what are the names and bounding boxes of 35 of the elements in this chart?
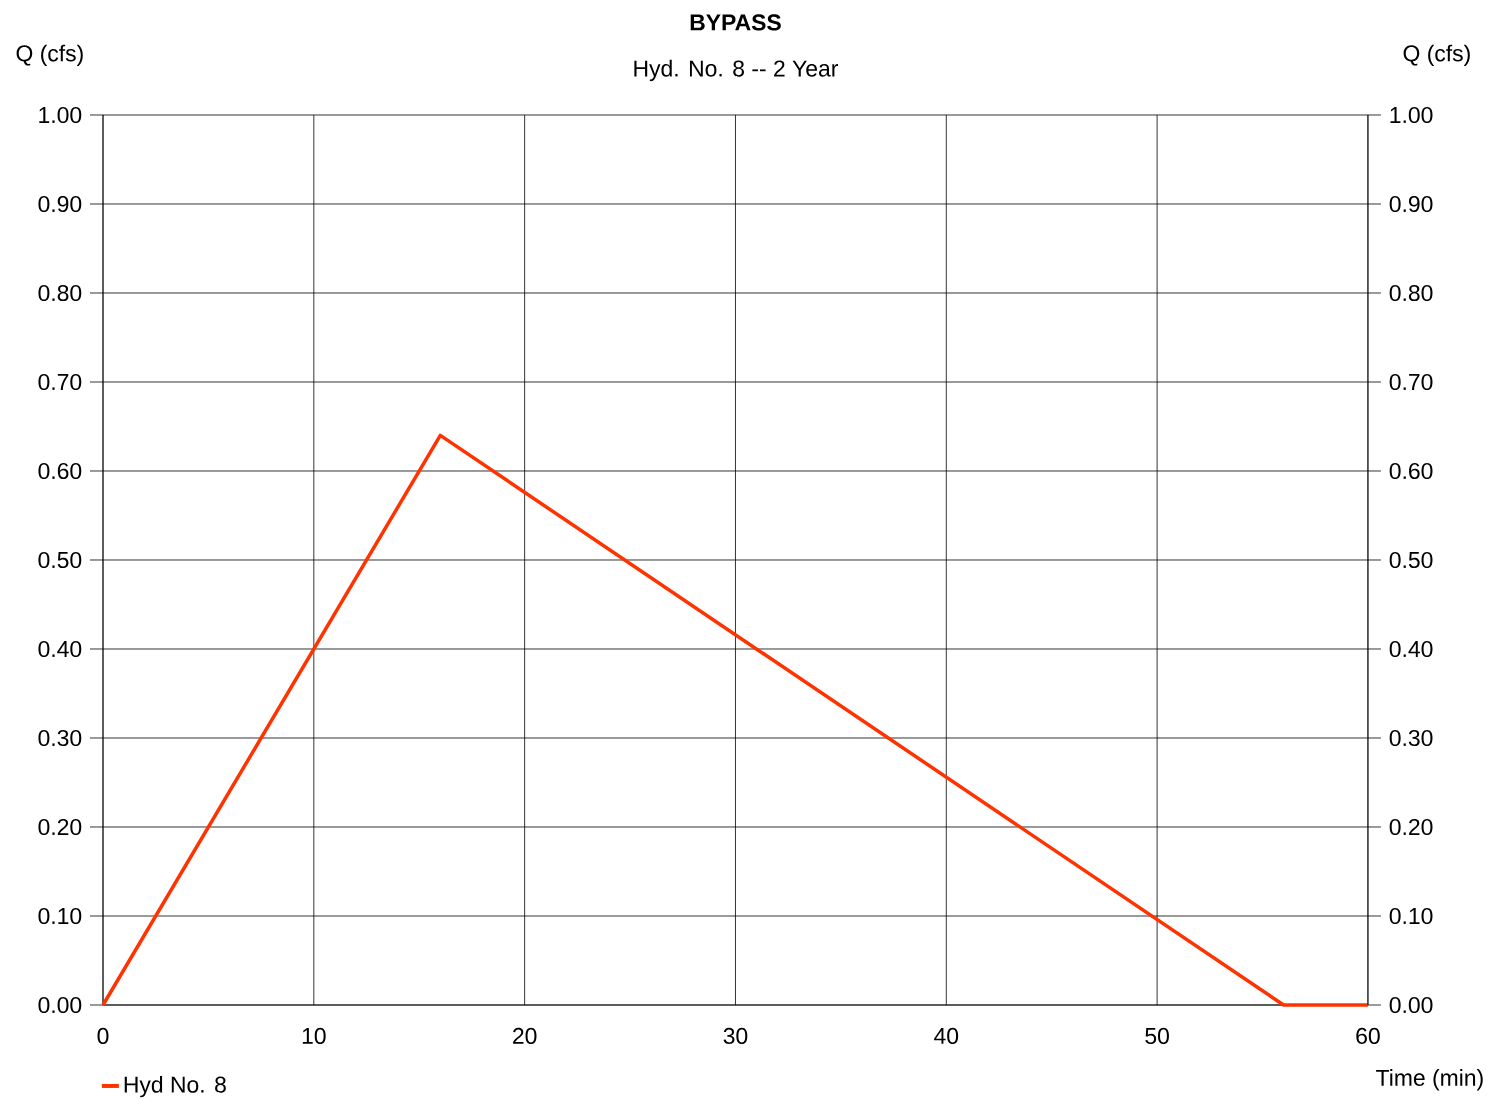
y-tick-label: 0.40 (38, 640, 82, 658)
y-tick-label: 0.50 (38, 551, 82, 569)
y2-tick-label: 0.40 (1389, 640, 1433, 658)
x-tick-label: 20 (513, 1027, 537, 1045)
x-tick-label: 30 (723, 1027, 748, 1045)
y-tick-label: 0.70 (38, 373, 82, 391)
x-tick-label: 0 (97, 1027, 109, 1045)
x-tick-label: 10 (302, 1027, 326, 1045)
y2-tick-label: 0.50 (1389, 551, 1433, 569)
y2-tick-label: 0.80 (1389, 284, 1433, 302)
y-tick-label: 0.90 (38, 195, 82, 213)
chart-subtitle: Hyd. No. 8 -- 2 Year (634, 59, 839, 82)
chart-title: BYPASS (690, 14, 781, 31)
y2-tick-label: 0.00 (1389, 996, 1433, 1014)
y-tick-label: 0.10 (38, 907, 82, 925)
y2-tick-label: 0.70 (1389, 373, 1433, 391)
y2-axis-title: Q (cfs) (1403, 44, 1470, 67)
y-tick-label: 0.30 (38, 729, 82, 747)
y-tick-label: 0.60 (38, 462, 82, 480)
y2-tick-label: 0.90 (1389, 195, 1433, 213)
y2-tick-label: 0.10 (1389, 907, 1433, 925)
x-tick-label: 40 (934, 1027, 959, 1045)
x-tick-label: 60 (1356, 1027, 1380, 1045)
x-axis-title: Time (min) (1376, 1069, 1483, 1091)
legend-label: Hyd No. 8 (124, 1075, 226, 1098)
y-tick-label: 0.20 (38, 818, 82, 836)
y2-tick-label: 0.30 (1389, 729, 1433, 747)
y-axis-title: Q (cfs) (16, 44, 83, 67)
y-tick-label: 1.00 (39, 106, 82, 124)
y-tick-label: 0.80 (38, 284, 82, 302)
x-tick-label: 50 (1145, 1027, 1169, 1045)
y-tick-label: 0.00 (38, 996, 82, 1014)
y2-tick-label: 0.60 (1389, 462, 1433, 480)
y2-tick-label: 1.00 (1390, 106, 1433, 124)
y2-tick-label: 0.20 (1389, 818, 1433, 836)
